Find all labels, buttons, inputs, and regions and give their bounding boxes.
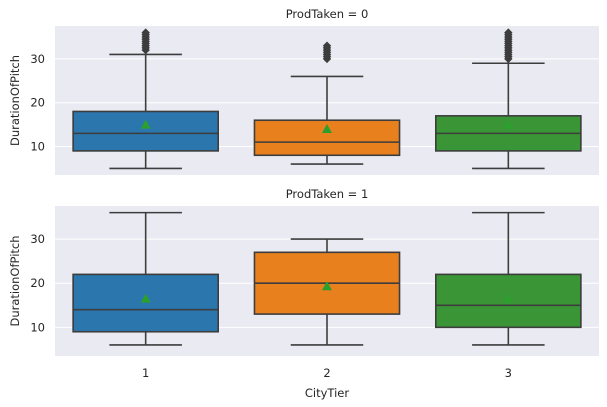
mean-marker [140,119,151,129]
box-tier-2 [253,41,401,165]
ytick-label-30: 30 [30,232,45,246]
xtick-label-3: 3 [505,366,512,380]
x-axis-label: CityTier [305,386,349,400]
box-tier-2 [253,238,401,346]
iqr-box [72,110,219,152]
outlier-point [141,28,150,37]
panel-prodtaken-1: 10 20 30 ProdTaken = 1 DurationOfPitch [8,187,599,356]
panel-0-title: ProdTaken = 0 [286,7,369,21]
iqr-box [72,273,219,333]
ytick-label-10: 10 [30,320,45,334]
mean-marker [140,293,151,303]
box-tier-1 [72,211,219,346]
panel-0-ytick-labels: 10 20 30 [30,52,45,154]
box-tier-3 [434,211,582,346]
mean-marker [503,293,514,303]
outlier-point [504,28,513,37]
panel-0-boxes [72,28,582,170]
ytick-label-20: 20 [30,96,45,110]
ytick-label-10: 10 [30,140,45,154]
panel-1-boxes [72,211,582,346]
box-tier-1 [72,28,219,170]
ytick-label-30: 30 [30,52,45,66]
panel-prodtaken-0: 10 20 30 ProdTaken = 0 DurationOfPitch [8,7,599,175]
panel-1-title: ProdTaken = 1 [286,187,369,201]
panel-1-ylabel: DurationOfPitch [8,235,22,326]
mean-marker [322,281,332,291]
panel-0-ylabel: DurationOfPitch [8,55,22,146]
mean-marker [322,123,332,133]
outlier-point [322,41,332,50]
panel-1-ytick-labels: 10 20 30 [30,232,45,334]
xtick-label-1: 1 [142,366,149,380]
x-tick-labels: 1 2 3 [142,366,512,380]
box-tier-3 [434,28,582,170]
ytick-label-20: 20 [30,276,45,290]
mean-marker [503,119,514,129]
xtick-label-2: 2 [323,366,330,380]
